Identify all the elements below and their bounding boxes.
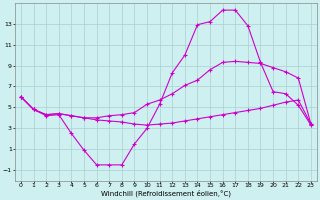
X-axis label: Windchill (Refroidissement éolien,°C): Windchill (Refroidissement éolien,°C) bbox=[101, 190, 231, 197]
